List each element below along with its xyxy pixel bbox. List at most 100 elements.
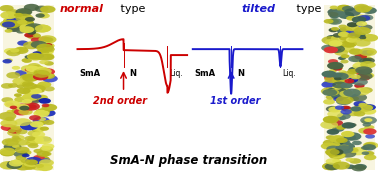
Circle shape bbox=[7, 130, 21, 136]
Circle shape bbox=[33, 73, 48, 80]
Circle shape bbox=[339, 35, 352, 41]
Circle shape bbox=[326, 135, 335, 140]
Circle shape bbox=[332, 77, 347, 84]
Circle shape bbox=[15, 12, 31, 19]
Circle shape bbox=[364, 142, 376, 148]
Circle shape bbox=[40, 158, 51, 163]
Circle shape bbox=[336, 83, 351, 90]
Circle shape bbox=[33, 110, 50, 117]
Circle shape bbox=[31, 41, 47, 48]
Circle shape bbox=[38, 48, 54, 55]
Circle shape bbox=[321, 143, 336, 150]
Circle shape bbox=[20, 81, 33, 87]
Circle shape bbox=[341, 131, 355, 137]
Circle shape bbox=[348, 37, 361, 42]
Circle shape bbox=[37, 164, 53, 171]
Circle shape bbox=[37, 117, 46, 121]
Circle shape bbox=[356, 73, 373, 80]
Circle shape bbox=[25, 165, 36, 170]
Circle shape bbox=[335, 144, 347, 150]
Circle shape bbox=[35, 25, 51, 32]
Circle shape bbox=[18, 9, 31, 15]
Circle shape bbox=[5, 117, 15, 121]
Circle shape bbox=[352, 165, 366, 171]
Circle shape bbox=[2, 97, 13, 103]
Circle shape bbox=[321, 45, 335, 51]
Circle shape bbox=[5, 58, 13, 62]
Circle shape bbox=[25, 159, 38, 165]
Circle shape bbox=[26, 105, 37, 110]
Circle shape bbox=[322, 89, 337, 96]
Circle shape bbox=[358, 15, 370, 21]
Circle shape bbox=[354, 164, 367, 170]
Circle shape bbox=[320, 121, 338, 129]
Circle shape bbox=[22, 74, 39, 82]
Circle shape bbox=[17, 19, 34, 27]
Circle shape bbox=[22, 154, 29, 157]
Circle shape bbox=[347, 32, 361, 38]
Circle shape bbox=[6, 9, 19, 15]
Circle shape bbox=[356, 21, 367, 26]
Circle shape bbox=[344, 32, 353, 37]
Circle shape bbox=[18, 163, 28, 168]
Circle shape bbox=[35, 164, 44, 168]
Circle shape bbox=[355, 14, 366, 19]
Circle shape bbox=[32, 67, 50, 75]
Circle shape bbox=[327, 19, 339, 24]
Circle shape bbox=[328, 18, 342, 25]
Circle shape bbox=[335, 97, 344, 101]
Circle shape bbox=[332, 152, 345, 159]
Circle shape bbox=[323, 99, 335, 105]
Circle shape bbox=[40, 53, 54, 59]
Circle shape bbox=[43, 37, 53, 42]
Circle shape bbox=[364, 105, 373, 109]
Circle shape bbox=[358, 56, 373, 62]
Circle shape bbox=[337, 5, 351, 11]
Circle shape bbox=[333, 97, 343, 101]
Circle shape bbox=[0, 112, 16, 120]
Circle shape bbox=[37, 89, 45, 93]
Circle shape bbox=[342, 36, 354, 41]
Circle shape bbox=[335, 115, 346, 120]
Circle shape bbox=[17, 12, 27, 16]
Circle shape bbox=[27, 53, 43, 61]
Circle shape bbox=[0, 20, 17, 28]
Circle shape bbox=[24, 33, 35, 38]
Circle shape bbox=[6, 162, 22, 169]
Circle shape bbox=[33, 155, 50, 163]
Circle shape bbox=[327, 45, 345, 53]
Text: SmA: SmA bbox=[195, 69, 216, 78]
Circle shape bbox=[28, 88, 42, 94]
Circle shape bbox=[363, 104, 376, 110]
Circle shape bbox=[363, 58, 375, 64]
Circle shape bbox=[0, 149, 15, 156]
Circle shape bbox=[15, 129, 28, 134]
Circle shape bbox=[333, 91, 350, 99]
Circle shape bbox=[32, 165, 45, 170]
Circle shape bbox=[23, 83, 37, 90]
Circle shape bbox=[22, 93, 39, 101]
Circle shape bbox=[332, 159, 341, 163]
Circle shape bbox=[11, 21, 23, 26]
Circle shape bbox=[30, 121, 44, 128]
Circle shape bbox=[345, 25, 359, 31]
Circle shape bbox=[360, 116, 377, 124]
Circle shape bbox=[26, 78, 35, 82]
Circle shape bbox=[325, 149, 339, 156]
Text: normal: normal bbox=[59, 4, 103, 14]
Circle shape bbox=[325, 89, 339, 96]
Circle shape bbox=[33, 69, 46, 75]
Circle shape bbox=[15, 47, 28, 52]
Circle shape bbox=[324, 19, 333, 24]
Circle shape bbox=[36, 49, 49, 56]
Circle shape bbox=[338, 32, 350, 37]
Circle shape bbox=[331, 27, 339, 31]
Circle shape bbox=[346, 37, 358, 42]
Circle shape bbox=[23, 87, 39, 95]
Circle shape bbox=[356, 75, 370, 81]
Circle shape bbox=[37, 68, 52, 75]
Circle shape bbox=[327, 62, 344, 70]
Circle shape bbox=[19, 24, 36, 32]
Circle shape bbox=[348, 123, 356, 127]
Circle shape bbox=[33, 117, 50, 125]
